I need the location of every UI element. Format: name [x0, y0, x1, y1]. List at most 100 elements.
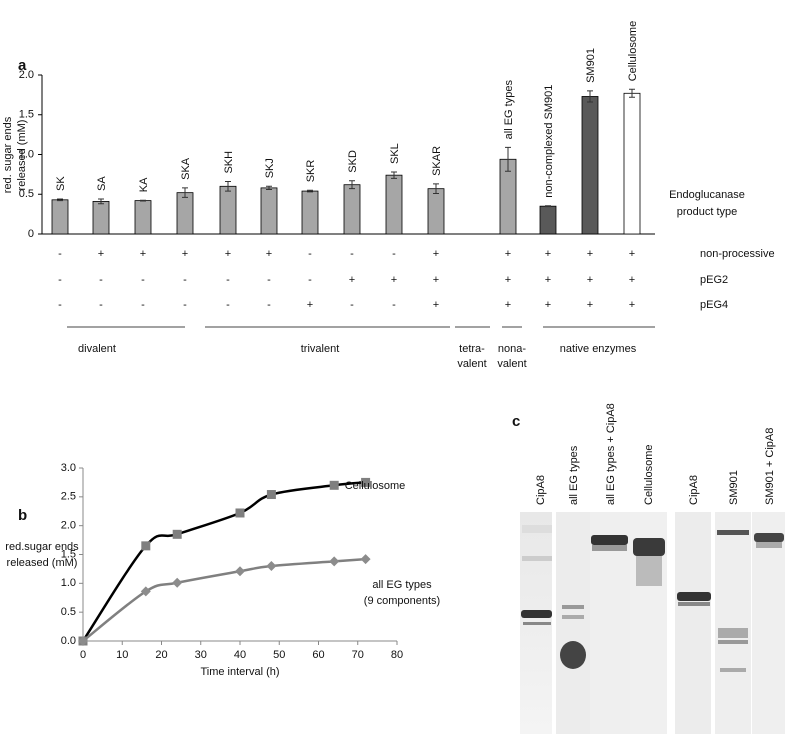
x-tick-label: 30: [195, 649, 207, 661]
series-label: Cellulosome: [345, 480, 406, 492]
annotation: Endoglucanase: [669, 189, 745, 201]
group-label: nona-: [498, 343, 526, 355]
group-label: valent: [457, 358, 486, 370]
row-cell: +: [505, 299, 511, 311]
bar: [92, 201, 110, 235]
row-cell: -: [141, 274, 145, 286]
panel-label: a: [18, 57, 27, 74]
x-tick-label: 40: [234, 649, 246, 661]
bar: [51, 199, 69, 235]
row-cell: -: [58, 299, 62, 311]
error-bar: [140, 199, 146, 202]
row-cell: -: [267, 299, 271, 311]
marker: [266, 561, 277, 572]
lane-label: SM901 + CipA8: [764, 428, 776, 505]
error-bar: [391, 171, 397, 179]
marker: [266, 490, 276, 500]
lane-label: Cellulosome: [643, 444, 655, 505]
group-label: divalent: [78, 343, 116, 355]
series-label: all EG types (9 components): [364, 579, 440, 607]
row-cell: +: [629, 299, 635, 311]
x-tick-label: 0: [80, 649, 86, 661]
y-tick-label: 1.5: [61, 548, 76, 560]
x-tick-label: 80: [391, 649, 403, 661]
row-label: non-processive: [700, 248, 775, 260]
marker: [140, 586, 151, 597]
row-cell: -: [226, 274, 230, 286]
row-cell: +: [545, 299, 551, 311]
marker: [329, 556, 340, 567]
y-tick-label: 0: [28, 228, 34, 240]
marker: [172, 529, 182, 539]
annotation: product type: [677, 206, 738, 218]
row-label: pEG2: [700, 274, 728, 286]
bar-label: non-complexed SM901: [543, 85, 555, 198]
marker: [78, 636, 88, 646]
row-cell: +: [545, 274, 551, 286]
error-bar: [182, 187, 188, 198]
group-label: trivalent: [301, 343, 340, 355]
y-axis-label: released (mM): [16, 120, 28, 191]
x-tick-label: 60: [312, 649, 324, 661]
y-tick-label: 2.0: [61, 520, 76, 532]
row-cell: +: [349, 274, 355, 286]
bar-label: SKH: [223, 151, 235, 174]
row-cell: +: [505, 274, 511, 286]
error-bar: [505, 146, 511, 172]
lane-label: SM901: [728, 470, 740, 505]
row-cell: +: [505, 248, 511, 260]
error-bar: [587, 90, 593, 103]
x-tick-label: 70: [352, 649, 364, 661]
marker: [235, 566, 245, 577]
bar: [539, 205, 557, 235]
y-tick-label: 2.5: [61, 491, 76, 503]
panel-label: b: [18, 507, 27, 524]
group-label: native enzymes: [560, 343, 637, 355]
row-cell: -: [58, 248, 62, 260]
marker: [235, 508, 245, 518]
row-cell: +: [266, 248, 272, 260]
row-cell: -: [99, 299, 103, 311]
row-cell: -: [141, 299, 145, 311]
bar-label: SA: [96, 176, 108, 191]
bar-label: SKD: [347, 150, 359, 173]
y-tick-label: 0.0: [61, 635, 76, 647]
error-bar: [57, 198, 63, 202]
y-tick-label: 3.0: [61, 462, 76, 474]
lane-label: CipA8: [535, 475, 547, 505]
row-cell: -: [392, 299, 396, 311]
bar: [427, 188, 445, 235]
bar-label: KA: [138, 177, 150, 192]
row-cell: -: [183, 274, 187, 286]
panel-label: c: [512, 413, 520, 430]
lane-label: CipA8: [688, 475, 700, 505]
marker: [329, 480, 339, 490]
row-cell: +: [225, 248, 231, 260]
marker: [361, 477, 371, 487]
bar: [134, 200, 152, 235]
row-cell: +: [545, 248, 551, 260]
row-cell: -: [58, 274, 62, 286]
bar-label: SM901: [585, 48, 597, 83]
row-cell: +: [433, 299, 439, 311]
row-cell: +: [182, 248, 188, 260]
row-cell: +: [307, 299, 313, 311]
row-cell: -: [308, 248, 312, 260]
y-tick-label: 1.0: [19, 148, 34, 160]
row-cell: +: [98, 248, 104, 260]
y-axis-label: released (mM): [7, 557, 78, 569]
bar-label: Cellulosome: [627, 21, 639, 82]
bar: [219, 185, 237, 235]
x-axis-label: Time interval (h): [200, 666, 279, 678]
y-tick-label: 2.0: [19, 69, 34, 81]
row-cell: +: [391, 274, 397, 286]
error-bar: [545, 205, 551, 208]
x-tick-label: 20: [155, 649, 167, 661]
row-cell: -: [308, 274, 312, 286]
error-bar: [98, 198, 104, 205]
bar-label: SKAR: [431, 146, 443, 176]
bar: [385, 174, 403, 235]
row-cell: +: [629, 248, 635, 260]
row-cell: +: [433, 248, 439, 260]
lane-label: all EG types + CipA8: [605, 403, 617, 505]
